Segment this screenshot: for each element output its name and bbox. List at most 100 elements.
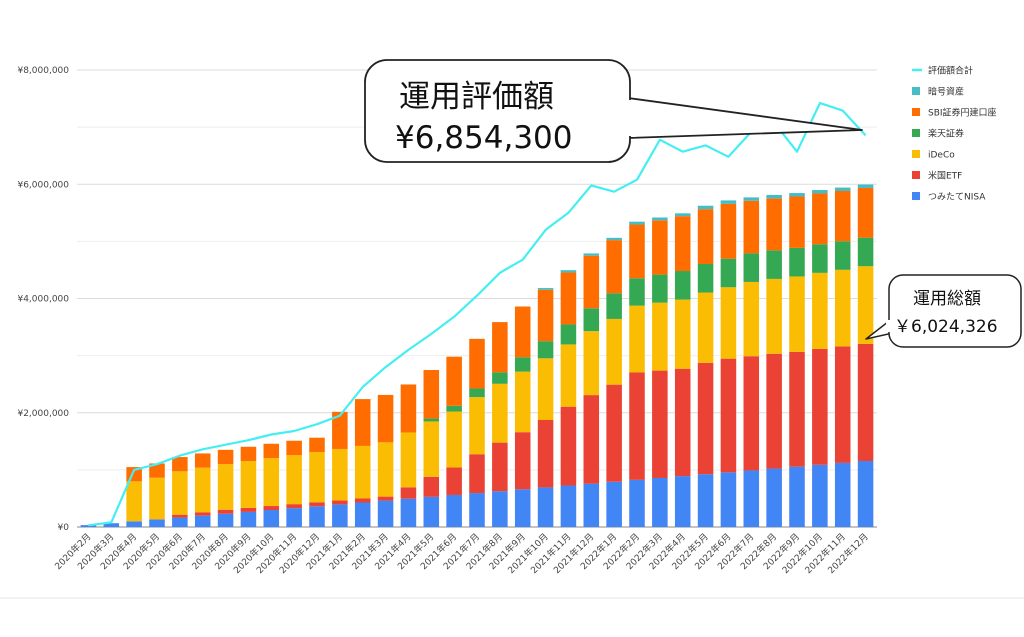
bar-segment xyxy=(240,511,257,527)
bar-segment xyxy=(743,200,760,254)
bar-segment xyxy=(766,278,782,354)
bar-segment xyxy=(446,405,462,412)
bar-segment xyxy=(674,476,691,527)
bar-segment xyxy=(766,194,782,199)
bars xyxy=(80,184,874,527)
bar-segment xyxy=(789,466,805,527)
bar-segment xyxy=(286,440,302,456)
bar-segment xyxy=(446,467,462,495)
bar-segment xyxy=(194,467,211,513)
bar-segment xyxy=(469,493,485,527)
bar-segment xyxy=(332,500,348,505)
bar-segment xyxy=(857,461,874,527)
legend-swatch xyxy=(912,171,920,179)
bar-segment xyxy=(606,237,622,241)
bar-segment xyxy=(652,274,668,303)
bar-segment xyxy=(377,500,394,527)
bar-segment xyxy=(652,220,668,275)
valuation-callout: 運用評価額 ¥6,854,300 xyxy=(364,59,863,163)
bar-segment xyxy=(263,443,280,459)
bar-segment xyxy=(492,442,508,492)
bar-segment xyxy=(857,266,874,344)
bar-segment xyxy=(789,276,805,352)
bar-segment xyxy=(172,514,188,518)
bar-segment xyxy=(652,217,668,221)
bar-segment xyxy=(743,281,760,357)
bar-segment xyxy=(194,515,211,527)
bar-segment xyxy=(743,356,760,471)
bar-segment xyxy=(217,513,234,527)
bar-segment xyxy=(697,474,714,527)
bar-segment xyxy=(766,468,782,527)
bar-segment xyxy=(857,237,874,267)
bar-segment xyxy=(377,496,394,501)
bar-segment xyxy=(720,287,737,359)
legend-label: 米国ETF xyxy=(928,170,962,182)
bar-segment xyxy=(172,517,188,527)
bar-segment xyxy=(400,432,417,488)
bar-segment xyxy=(537,341,554,359)
bar-segment xyxy=(423,476,440,497)
bar-segment xyxy=(857,343,874,462)
bar-segment xyxy=(606,318,622,385)
bar-segment xyxy=(217,509,234,514)
bar-segment xyxy=(652,477,668,527)
legend-label: 楽天証券 xyxy=(928,128,964,140)
investment-value: ￥6,024,326 xyxy=(894,317,998,337)
valuation-value: ¥6,854,300 xyxy=(395,120,573,156)
bar-segment xyxy=(560,406,577,486)
bar-segment xyxy=(240,446,257,462)
valuation-line xyxy=(88,101,867,527)
bar-segment xyxy=(697,205,714,210)
bar-segment xyxy=(629,479,645,527)
legend-label: 暗号資産 xyxy=(928,86,964,98)
total-valuation-line xyxy=(88,101,867,527)
bar-segment xyxy=(400,384,417,433)
y-tick-label: ¥6,000,000 xyxy=(17,180,69,190)
bar-segment xyxy=(674,299,691,369)
investment-callout: 運用総額 ￥6,024,326 xyxy=(865,274,1022,348)
bar-segment xyxy=(834,187,851,191)
bar-segment xyxy=(834,462,851,527)
bar-segment xyxy=(537,487,554,527)
bar-segment xyxy=(217,449,234,465)
bar-segment xyxy=(354,502,371,527)
bar-segment xyxy=(309,506,325,527)
bar-segment xyxy=(834,269,851,347)
bar-segment xyxy=(583,308,600,332)
bar-segment xyxy=(697,292,714,363)
y-axis: ¥0 ¥2,000,000 ¥4,000,000 ¥6,000,000 ¥8,000,0… xyxy=(17,66,69,533)
bar-segment xyxy=(560,272,577,325)
bar-segment xyxy=(766,250,782,279)
bar-segment xyxy=(423,496,440,527)
bar-segment xyxy=(789,196,805,248)
bar-segment xyxy=(652,370,668,478)
bar-segment xyxy=(583,395,600,484)
bar-segment xyxy=(789,247,805,277)
bar-segment xyxy=(674,368,691,477)
bar-segment xyxy=(812,348,828,465)
bar-segment xyxy=(172,471,188,515)
bar-segment xyxy=(629,305,645,373)
bar-segment xyxy=(606,293,622,319)
bar-segment xyxy=(446,356,462,406)
bar-segment xyxy=(812,464,828,527)
bar-segment xyxy=(720,200,737,204)
bar-segment xyxy=(149,477,165,520)
bar-segment xyxy=(674,271,691,300)
bar-segment xyxy=(354,498,371,503)
bar-segment xyxy=(469,454,485,494)
bar-segment xyxy=(514,306,531,358)
legend-label: つみたてNISA xyxy=(928,192,986,203)
bar-segment xyxy=(240,461,257,508)
bar-segment xyxy=(332,504,348,527)
bar-segment xyxy=(812,193,828,245)
bar-segment xyxy=(857,184,874,188)
bar-segment xyxy=(400,487,417,499)
bar-segment xyxy=(332,411,348,449)
bar-segment xyxy=(263,506,280,511)
legend-swatch xyxy=(912,129,920,137)
y-tick-label: ¥8,000,000 xyxy=(17,66,69,76)
